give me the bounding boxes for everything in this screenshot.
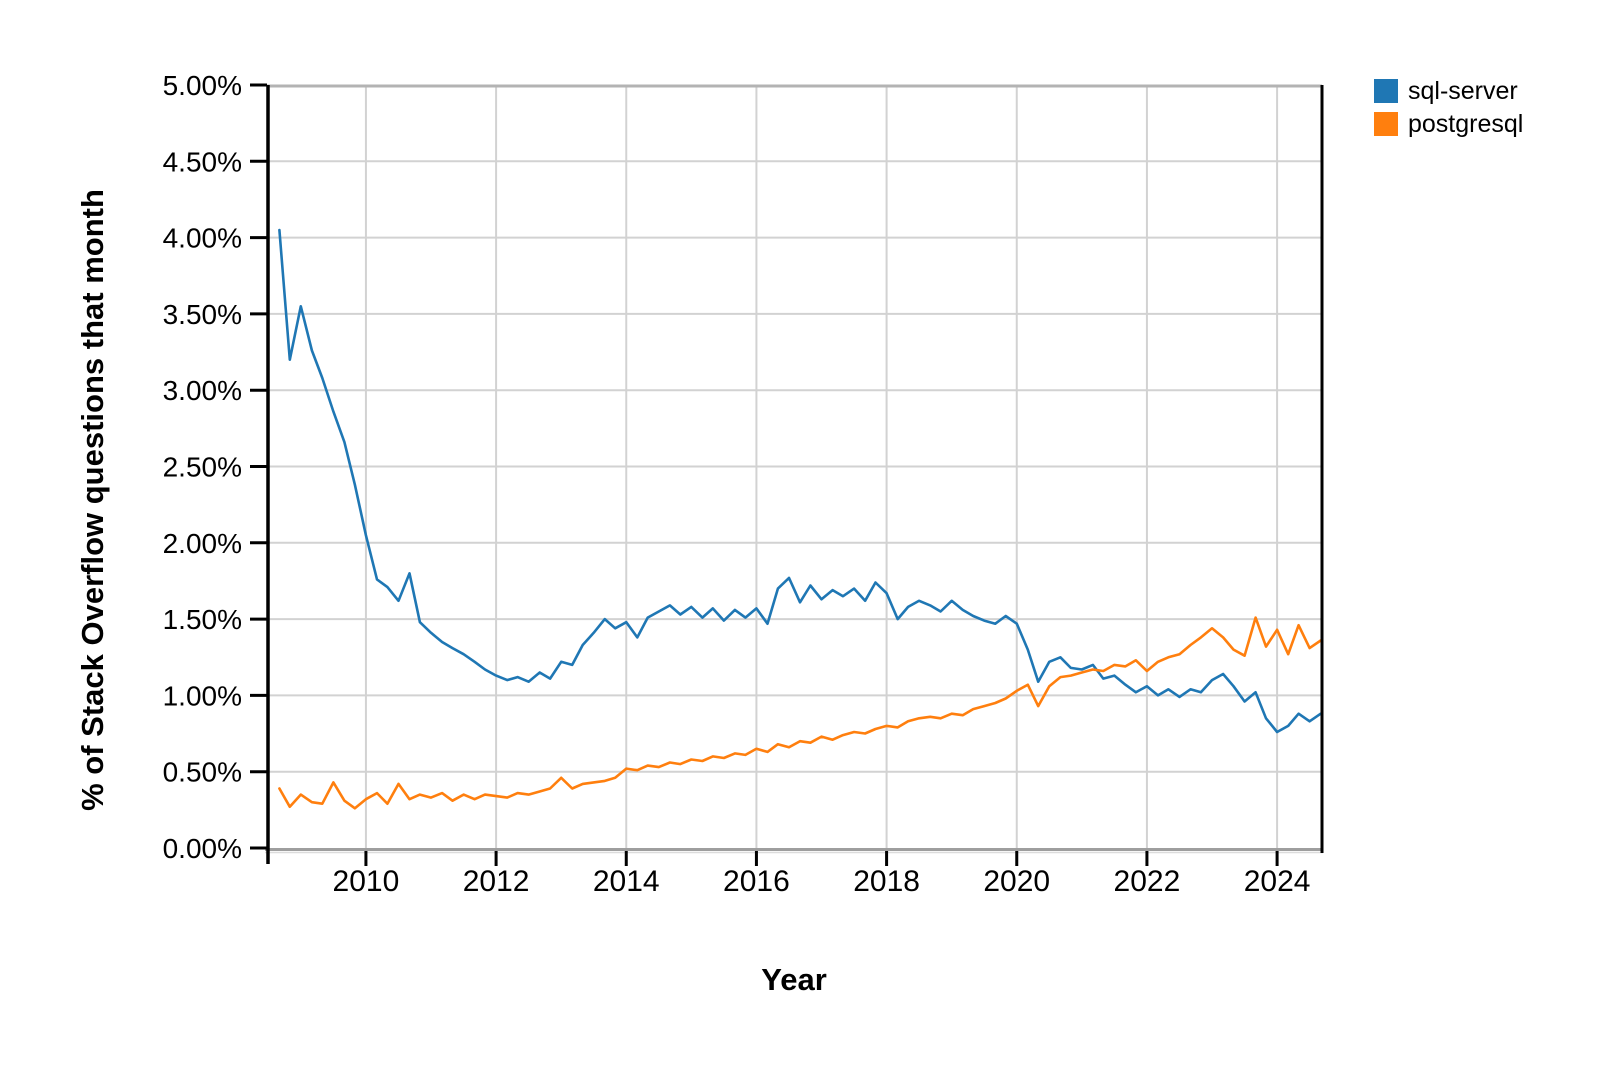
y-axis-title: % of Stack Overflow questions that month (75, 189, 110, 811)
series-line-sql-server (278, 228, 1322, 734)
x-tick-label: 2016 (723, 865, 790, 898)
legend-label: sql-server (1408, 77, 1518, 105)
x-tick-label: 2018 (853, 865, 920, 898)
y-tick-label: 4.00% (163, 223, 242, 254)
legend-item-sql-server: sql-server (1374, 77, 1523, 105)
y-tick-label: 2.50% (163, 452, 242, 483)
y-tick-label: 1.00% (163, 680, 242, 711)
x-tick-label: 2014 (593, 865, 660, 898)
y-tick-label: 2.00% (163, 528, 242, 559)
legend-label: postgresql (1408, 110, 1524, 138)
legend-swatch (1374, 79, 1398, 103)
y-tick-label: 3.50% (163, 299, 242, 330)
y-tick-label: 5.00% (163, 70, 242, 101)
legend-item-postgresql: postgresql (1374, 110, 1524, 138)
x-tick-label: 2020 (983, 865, 1050, 898)
x-tick-label: 2024 (1244, 865, 1311, 898)
y-tick-label: 0.50% (163, 757, 242, 788)
y-tick-label: 1.50% (163, 604, 242, 635)
x-tick-label: 2022 (1114, 865, 1181, 898)
y-tick-label: 4.50% (163, 146, 242, 177)
x-tick-label: 2010 (333, 865, 400, 898)
x-axis-title: Year (761, 962, 827, 997)
legend-swatch (1374, 112, 1398, 136)
legend: sql-server postgresql (1374, 77, 1524, 138)
x-tick-label: 2012 (463, 865, 530, 898)
y-tick-label: 3.00% (163, 375, 242, 406)
series-line-postgresql (278, 616, 1322, 810)
y-tick-label: 0.00% (163, 833, 242, 864)
